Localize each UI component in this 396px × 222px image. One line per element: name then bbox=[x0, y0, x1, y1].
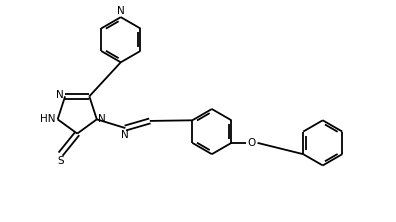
Text: N: N bbox=[117, 6, 125, 16]
Text: N: N bbox=[56, 90, 63, 100]
Text: HN: HN bbox=[40, 114, 55, 124]
Text: O: O bbox=[248, 138, 256, 148]
Text: S: S bbox=[57, 156, 63, 166]
Text: N: N bbox=[122, 130, 129, 140]
Text: N: N bbox=[99, 114, 106, 124]
